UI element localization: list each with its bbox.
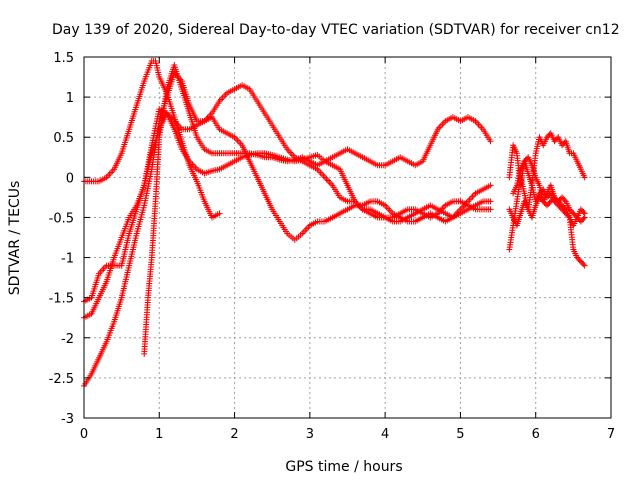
data-point-marker <box>580 209 587 216</box>
data-point-marker <box>570 210 577 217</box>
data-point-marker <box>541 199 548 206</box>
data-point-marker <box>549 197 556 204</box>
data-point-marker <box>545 201 552 208</box>
x-tick-label: 0 <box>80 427 88 442</box>
data-point-marker <box>487 182 494 189</box>
y-tick-label: 0.5 <box>53 131 74 146</box>
x-tick-label: 4 <box>381 427 389 442</box>
series-track-1 <box>81 58 223 221</box>
data-marks <box>81 58 588 389</box>
series-track-4 <box>81 70 494 389</box>
data-point-marker <box>577 258 584 265</box>
data-point-marker <box>551 194 558 201</box>
data-point-marker <box>560 195 567 202</box>
y-tick-label: 1.5 <box>53 51 74 66</box>
axis-ticks: 0 1 2 3 4 5 6 7 -3 -2.5 -2 -1.5 -1 -0.5 0 0.5 1 1.5 <box>49 51 616 442</box>
x-tick-label: 5 <box>456 427 464 442</box>
data-point-marker <box>559 142 566 149</box>
x-tick-label: 7 <box>607 427 615 442</box>
data-point-marker <box>577 218 584 225</box>
data-point-marker <box>581 174 588 181</box>
series-track-9 <box>510 154 588 269</box>
data-point-marker <box>521 158 528 165</box>
data-point-marker <box>574 254 581 261</box>
data-point-marker <box>561 197 568 204</box>
data-point-marker <box>580 261 587 268</box>
data-point-marker <box>581 262 588 269</box>
data-point-marker <box>581 210 588 217</box>
data-point-marker <box>560 140 567 147</box>
data-point-marker <box>552 195 559 202</box>
data-point-marker <box>560 203 567 210</box>
data-point-marker <box>487 198 494 205</box>
y-tick-label: -2.5 <box>49 372 74 387</box>
x-tick-label: 3 <box>306 427 314 442</box>
data-point-marker <box>580 215 587 222</box>
x-tick-label: 1 <box>155 427 163 442</box>
data-point-marker <box>559 202 566 209</box>
data-point-marker <box>544 134 551 141</box>
data-point-marker <box>557 201 564 208</box>
x-tick-label: 2 <box>230 427 238 442</box>
data-point-marker <box>575 255 582 262</box>
data-point-marker <box>579 217 586 224</box>
data-point-marker <box>487 138 494 145</box>
data-point-marker <box>579 259 586 266</box>
data-point-marker <box>561 205 568 212</box>
y-axis-title: SDTVAR / TECUs <box>7 181 23 296</box>
y-tick-label: -3 <box>61 412 74 427</box>
data-point-marker <box>551 138 558 145</box>
data-point-marker <box>576 257 583 264</box>
y-tick-label: -0.5 <box>49 211 74 226</box>
data-point-marker <box>545 132 552 139</box>
plot-frame <box>83 56 612 419</box>
data-point-marker <box>522 156 529 163</box>
y-tick-label: 1 <box>66 91 74 106</box>
data-point-marker <box>567 207 574 214</box>
data-point-marker <box>579 207 586 214</box>
data-point-marker <box>569 209 576 216</box>
data-point-marker <box>546 199 553 206</box>
data-point-marker <box>216 210 223 217</box>
data-point-marker <box>556 199 563 206</box>
data-point-marker <box>571 211 578 218</box>
data-point-marker <box>559 194 566 201</box>
data-point-marker <box>544 202 551 209</box>
data-point-marker <box>554 197 561 204</box>
data-point-marker <box>577 206 584 213</box>
y-tick-label: -2 <box>61 332 74 347</box>
data-point-marker <box>487 206 494 213</box>
x-tick-label: 6 <box>532 427 540 442</box>
y-tick-label: -1.5 <box>49 292 74 307</box>
data-point-marker <box>547 198 554 205</box>
grid <box>84 57 611 418</box>
chart-title: Day 139 of 2020, Sidereal Day-to-day VTE… <box>52 22 620 38</box>
data-point-marker <box>552 136 559 143</box>
y-tick-label: -1 <box>61 252 74 267</box>
data-point-marker <box>555 198 562 205</box>
y-tick-label: 0 <box>66 171 74 186</box>
series-track-5 <box>141 62 494 357</box>
x-axis-title: GPS time / hours <box>285 459 402 475</box>
data-point-marker <box>540 198 547 205</box>
